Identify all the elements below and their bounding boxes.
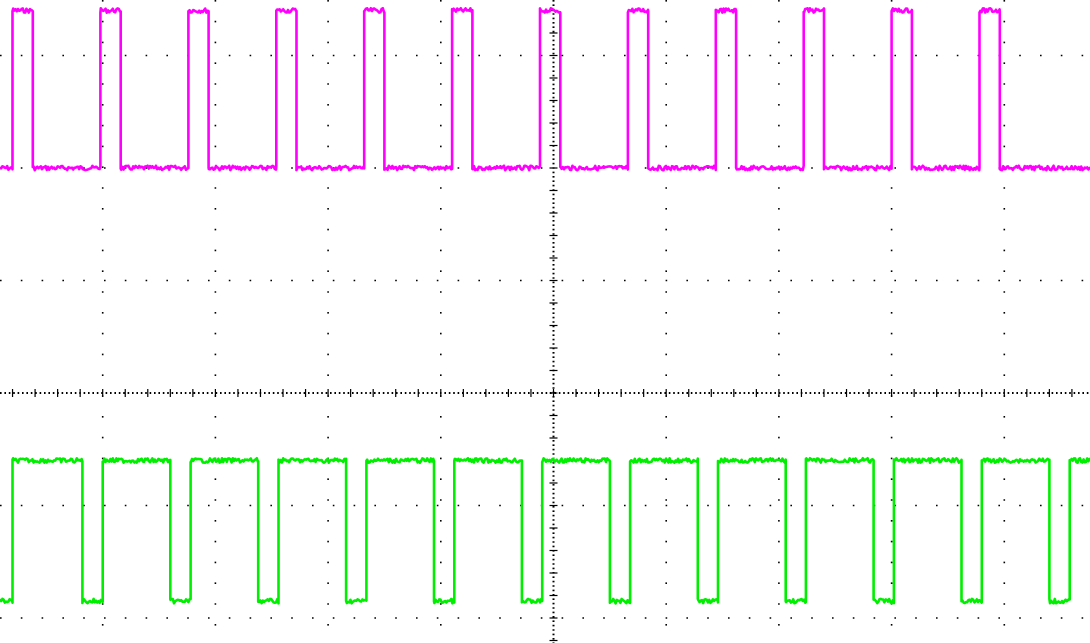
- trace-1: [0, 7, 1090, 172]
- traces: [0, 7, 1090, 605]
- trace-2: [0, 457, 1090, 605]
